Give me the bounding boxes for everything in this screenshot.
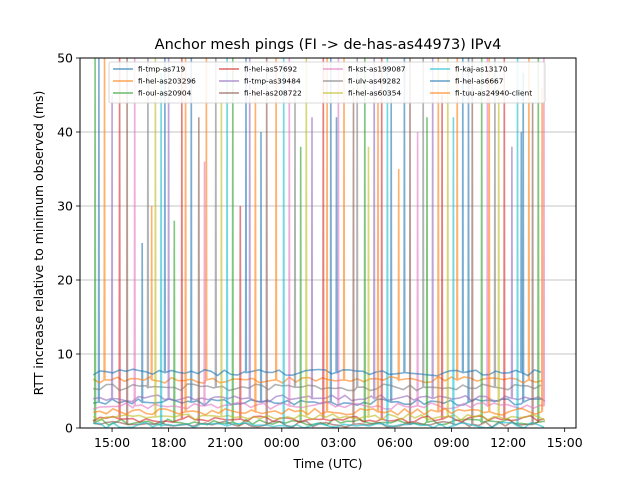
series-layer: [92, 58, 546, 428]
legend-label-fi-hel-as57692: fi-hel-as57692: [244, 65, 297, 74]
x-axis-ticks: 15:00 18:00 21:00 00:00 03:00 06:00 09:00 12:00…: [94, 428, 583, 450]
x-tick-label-2: 21:00: [207, 435, 243, 450]
legend-label-fi-kaj-as13170: fi-kaj-as13170: [455, 65, 508, 74]
legend-label-fi-oul-as20904: fi-oul-as20904: [138, 89, 192, 98]
y-tick-label-3: 30: [57, 199, 73, 214]
y-tick-label-4: 40: [57, 125, 73, 140]
y-tick-label-2: 20: [57, 273, 73, 288]
x-tick-label-4: 03:00: [320, 435, 356, 450]
series-line-fi-tuu-as24940-client: [93, 58, 544, 416]
legend-label-fi-tuu-as24940-client: fi-tuu-as24940-client: [455, 89, 532, 98]
series-line-fi-ulv-as49282: [93, 58, 542, 392]
legend-label-fi-hel-as6667: fi-hel-as6667: [455, 77, 504, 86]
legend-label-fi-tmp-as719: fi-tmp-as719: [138, 65, 186, 74]
series-line-fi-tmp-as39484: [93, 58, 546, 403]
legend-label-fi-hel-as203296: fi-hel-as203296: [138, 77, 196, 86]
y-tick-label-5: 50: [57, 51, 73, 66]
legend-label-fi-hel-as208722: fi-hel-as208722: [244, 89, 302, 98]
series-line-fi-oul-as20904: [92, 58, 546, 427]
x-tick-label-3: 00:00: [264, 435, 300, 450]
series-line-fi-tmp-as719: [93, 58, 543, 407]
x-tick-label-7: 12:00: [490, 435, 526, 450]
legend-label-fi-tmp-as39484: fi-tmp-as39484: [244, 77, 301, 86]
x-tick-label-1: 18:00: [151, 435, 187, 450]
y-tick-label-0: 0: [65, 421, 73, 436]
y-axis-label: RTT increase relative to minimum observe…: [31, 91, 46, 396]
y-tick-label-1: 10: [57, 347, 73, 362]
x-axis-label: Time (UTC): [292, 456, 362, 471]
legend-label-fi-kst-as199087: fi-kst-as199087: [348, 65, 406, 74]
legend-label-fi-ulv-as49282: fi-ulv-as49282: [348, 77, 401, 86]
series-line-fi-hel-as6667: [92, 58, 542, 377]
plot-frame: [79, 57, 577, 429]
series-line-fi-hel-as57692: [92, 58, 545, 424]
x-tick-label-6: 09:00: [434, 435, 470, 450]
x-tick-label-8: 15:00: [547, 435, 583, 450]
plot-series-group: [92, 58, 546, 428]
x-tick-label-5: 06:00: [377, 435, 413, 450]
series-line-fi-hel-as60354: [92, 58, 546, 422]
x-tick-label-0: 15:00: [94, 435, 130, 450]
series-line-fi-kaj-as13170: [93, 58, 545, 428]
series-line-fi-kst-as199087: [92, 58, 546, 410]
y-axis-ticks: 0 10 20 30 40 50: [57, 51, 80, 436]
legend: fi-tmp-as719 fi-hel-as203296 fi-oul-as2090…: [108, 61, 546, 104]
legend-label-fi-hel-as60354: fi-hel-as60354: [348, 89, 401, 98]
chart-title: Anchor mesh pings (FI -> de-has-as44973)…: [155, 37, 502, 53]
